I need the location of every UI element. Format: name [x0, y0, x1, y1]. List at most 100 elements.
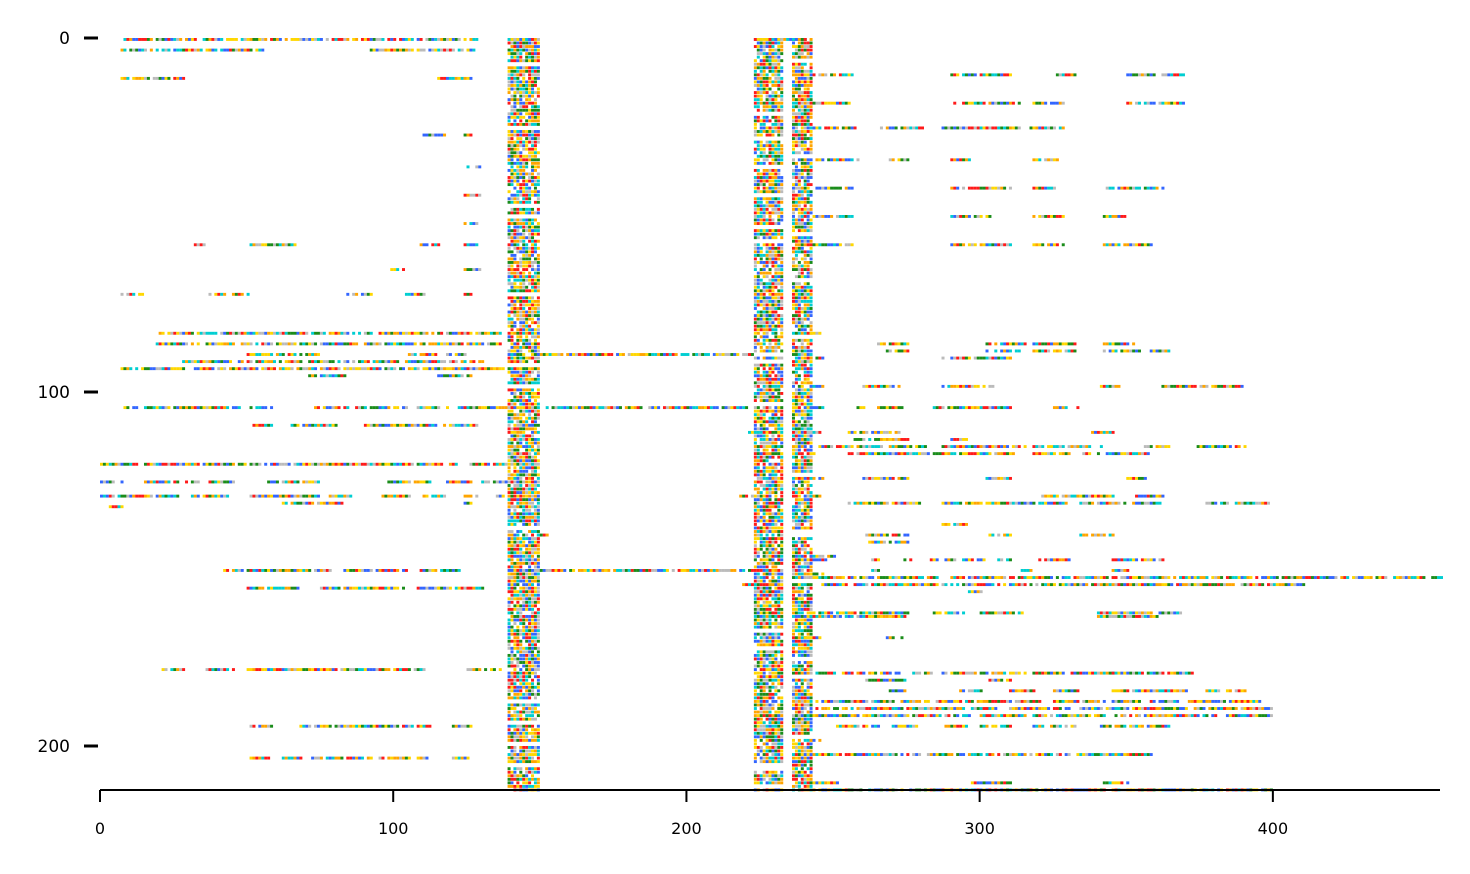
heatmap-cell	[522, 558, 526, 562]
heatmap-cell	[765, 377, 769, 381]
heatmap-cell	[513, 278, 517, 282]
heatmap-cell	[762, 742, 766, 746]
heatmap-cell	[528, 275, 532, 279]
heatmap-cell	[762, 551, 766, 555]
dense-band-row	[753, 190, 784, 194]
heatmap-cell	[759, 73, 763, 77]
heatmap-cell	[765, 476, 769, 480]
heatmap-cell	[510, 144, 514, 148]
heatmap-cell	[797, 427, 801, 431]
heatmap-cell	[806, 91, 810, 94]
heatmap-cell	[522, 487, 526, 491]
dense-band-row	[791, 66, 813, 70]
heatmap-cell	[533, 307, 537, 310]
heatmap-cell	[525, 299, 529, 303]
heatmap-cell	[774, 76, 778, 80]
heatmap-cell	[800, 438, 804, 441]
heatmap-cell	[525, 646, 529, 650]
heatmap-cell	[774, 275, 778, 279]
heatmap-cell	[794, 459, 798, 463]
heatmap-cell	[794, 469, 798, 473]
heatmap-cell	[756, 98, 760, 102]
heatmap-cell	[513, 41, 517, 45]
heatmap-cell	[777, 678, 781, 682]
heatmap-cell	[774, 668, 778, 672]
heatmap-cell	[794, 133, 798, 137]
heatmap-cell	[768, 126, 772, 130]
heatmap-cell	[507, 261, 511, 264]
dense-band-row	[753, 158, 784, 162]
heatmap-cell	[522, 682, 526, 686]
heatmap-cell	[797, 434, 801, 438]
heatmap-cell	[791, 469, 795, 473]
heatmap-cell	[510, 632, 514, 636]
heatmap-cell	[803, 310, 807, 314]
heatmap-cell	[771, 84, 775, 87]
dense-band-row	[507, 554, 540, 558]
dense-band-row	[753, 268, 784, 271]
heatmap-cell	[797, 480, 801, 484]
heatmap-cell	[771, 664, 775, 668]
heatmap-cell	[768, 746, 772, 749]
heatmap-cell	[519, 668, 523, 672]
heatmap-cell	[800, 130, 804, 133]
heatmap-cell	[777, 423, 781, 427]
heatmap-cell	[774, 738, 778, 742]
dense-band-row	[791, 84, 813, 87]
heatmap-cell	[794, 409, 798, 413]
heatmap-cell	[803, 239, 807, 243]
heatmap-cell	[794, 360, 798, 364]
heatmap-cell	[777, 342, 781, 346]
heatmap-cell	[759, 84, 763, 87]
dense-band-row	[510, 108, 540, 112]
dense-band-row	[510, 105, 540, 109]
heatmap-cell	[531, 664, 535, 668]
heatmap-cell	[777, 420, 781, 424]
heatmap-cell	[771, 328, 775, 332]
heatmap-cell	[762, 179, 766, 183]
heatmap-cell	[759, 533, 763, 537]
heatmap-cell	[768, 484, 772, 487]
heatmap-cell	[762, 222, 766, 225]
heatmap-cell	[533, 69, 537, 73]
heatmap-cell	[780, 455, 784, 459]
heatmap-cell	[516, 342, 520, 346]
heatmap-cell	[753, 639, 757, 643]
heatmap-cell	[780, 335, 784, 339]
heatmap-cell	[800, 399, 804, 402]
heatmap-cell	[522, 671, 526, 675]
heatmap-cell	[528, 491, 532, 495]
heatmap-cell	[525, 165, 529, 169]
heatmap-cell	[531, 147, 535, 151]
dense-band-row	[507, 491, 540, 495]
heatmap-cell	[797, 494, 801, 498]
heatmap-cell	[774, 530, 778, 533]
heatmap-cell	[771, 367, 775, 371]
heatmap-cell	[519, 593, 523, 597]
heatmap-cell	[794, 367, 798, 371]
heatmap-cell	[794, 250, 798, 254]
heatmap-cell	[774, 512, 778, 516]
dense-band-row	[753, 731, 784, 735]
dense-band-row	[753, 222, 781, 225]
heatmap-cell	[525, 250, 529, 254]
heatmap-cell	[774, 55, 778, 59]
heatmap-cell	[516, 600, 520, 604]
heatmap-cell	[768, 749, 772, 753]
heatmap-cell	[525, 377, 529, 381]
heatmap-cell	[533, 413, 537, 417]
heatmap-cell	[531, 218, 535, 222]
heatmap-cell	[536, 547, 540, 551]
heatmap-cell	[768, 370, 772, 374]
heatmap-cell	[531, 105, 535, 109]
heatmap-cell	[528, 52, 532, 56]
heatmap-cell	[525, 593, 529, 597]
heatmap-cell	[803, 69, 807, 73]
heatmap-cell	[797, 452, 801, 456]
dense-band-row	[507, 636, 540, 640]
heatmap-cell	[536, 505, 540, 509]
heatmap-cell	[774, 122, 778, 126]
heatmap-cell	[533, 112, 537, 116]
heatmap-cell	[528, 646, 532, 650]
heatmap-cell	[794, 246, 798, 250]
